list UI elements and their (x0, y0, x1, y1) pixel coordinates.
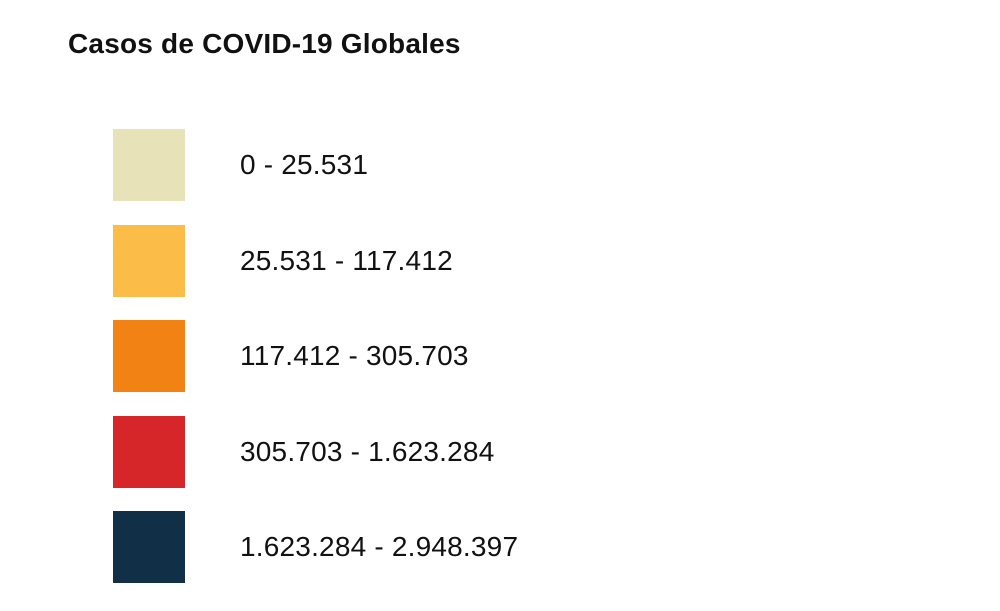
legend-range-label: 1.623.284 - 2.948.397 (240, 531, 519, 562)
legend-items: 0 - 25.531 25.531 - 117.412 117.412 - 30… (113, 129, 518, 607)
legend-swatch (113, 224, 185, 297)
legend-swatch (113, 511, 185, 583)
legend-range-label: 117.412 - 305.703 (240, 340, 469, 371)
legend-item: 1.623.284 - 2.948.397 (113, 511, 518, 583)
legend-swatch (113, 129, 185, 201)
legend-item: 117.412 - 305.703 (113, 320, 518, 392)
legend-range-label: 305.703 - 1.623.284 (240, 435, 495, 467)
legend-range-label: 25.531 - 117.412 (240, 244, 453, 276)
legend-item: 0 - 25.531 (113, 129, 518, 201)
legend-item: 305.703 - 1.623.284 (113, 415, 518, 488)
legend-swatch (113, 320, 185, 392)
legend-title: Casos de COVID-19 Globales (68, 28, 461, 59)
legend-range-label: 0 - 25.531 (240, 149, 369, 180)
legend-swatch (113, 415, 185, 488)
legend-item: 25.531 - 117.412 (113, 224, 518, 297)
